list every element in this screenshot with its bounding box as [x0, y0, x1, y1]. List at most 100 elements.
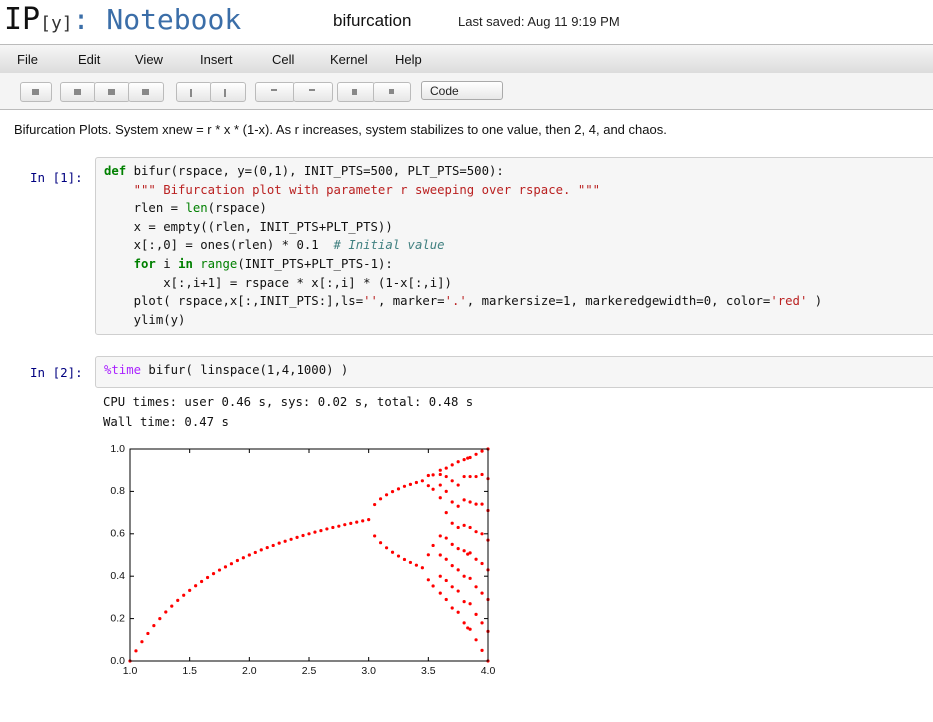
y-tick-label: 0.2 [110, 612, 125, 624]
point [373, 503, 376, 506]
point [474, 585, 477, 588]
code-cell[interactable]: %time bifur( linspace(1,4,1000) ) [95, 356, 933, 388]
code-token: , markersize=1, markeredgewidth=0, color… [467, 294, 771, 308]
point [236, 559, 239, 562]
point [480, 562, 483, 565]
menu-item[interactable]: Help [395, 52, 422, 67]
run-button[interactable] [337, 82, 375, 102]
point [474, 558, 477, 561]
point [474, 475, 477, 478]
point [457, 611, 460, 614]
prompt: In [1]: [30, 170, 83, 185]
point [480, 503, 483, 506]
x-tick-label: 1.5 [182, 665, 197, 677]
code-token: x[:,i+1] = rspace * x[:,i] * (1-x[:,i]) [104, 276, 452, 290]
y-tick-label: 0.4 [110, 570, 125, 582]
point [451, 463, 454, 466]
point [469, 456, 472, 459]
menu-item[interactable]: Edit [78, 52, 100, 67]
point [415, 564, 418, 567]
menu-item[interactable]: Cell [272, 52, 294, 67]
code-token: %time [104, 363, 141, 377]
menu-item[interactable]: View [135, 52, 163, 67]
code-token: # Initial value [334, 238, 445, 252]
point [432, 488, 435, 491]
code-line: rlen = len(rspace) [104, 199, 822, 218]
y-tick-label: 0.6 [110, 528, 125, 540]
code: %time bifur( linspace(1,4,1000) ) [104, 361, 348, 380]
code-token: '.' [445, 294, 467, 308]
point [451, 564, 454, 567]
point [212, 572, 215, 575]
last-saved: Last saved: Aug 11 9:19 PM [458, 14, 620, 29]
paste-button[interactable] [128, 82, 164, 102]
point [427, 474, 430, 477]
point [397, 554, 400, 557]
point [457, 547, 460, 550]
code-line: x[:,0] = ones(rlen) * 0.1 # Initial valu… [104, 236, 822, 255]
code-line: plot( rspace,x[:,INIT_PTS:],ls='', marke… [104, 292, 822, 311]
point [451, 585, 454, 588]
point [469, 628, 472, 631]
code-cell[interactable]: def bifur(rspace, y=(0,1), INIT_PTS=500,… [95, 157, 933, 335]
point [218, 568, 221, 571]
insert-above-button[interactable] [255, 82, 295, 102]
point [242, 556, 245, 559]
point [463, 458, 466, 461]
point [301, 534, 304, 537]
point [432, 584, 435, 587]
point [463, 549, 466, 552]
point [230, 562, 233, 565]
point [421, 479, 424, 482]
point [409, 561, 412, 564]
move-up-button[interactable] [176, 82, 212, 102]
point [319, 529, 322, 532]
code-token: range [200, 257, 237, 271]
cell-type-select[interactable]: Code [421, 81, 503, 100]
point [469, 475, 472, 478]
stop-button[interactable] [373, 82, 411, 102]
code-line: def bifur(rspace, y=(0,1), INIT_PTS=500,… [104, 162, 822, 181]
point [474, 638, 477, 641]
code-token: plot( rspace,x[:,INIT_PTS:],ls= [104, 294, 363, 308]
menu-item[interactable]: File [17, 52, 38, 67]
logo-text: IP [4, 2, 40, 37]
menu-item[interactable]: Insert [200, 52, 233, 67]
point [409, 483, 412, 486]
copy-button[interactable] [94, 82, 130, 102]
point [474, 453, 477, 456]
point [391, 490, 394, 493]
save-button[interactable] [20, 82, 52, 102]
point [474, 530, 477, 533]
point [432, 473, 435, 476]
point [415, 481, 418, 484]
move-down-button[interactable] [210, 82, 246, 102]
point [457, 589, 460, 592]
markdown-cell[interactable]: Bifurcation Plots. System xnew = r * x *… [14, 122, 667, 137]
point [463, 575, 466, 578]
cut-button[interactable] [60, 82, 96, 102]
point [469, 602, 472, 605]
point [474, 503, 477, 506]
insert-below-button[interactable] [293, 82, 333, 102]
code-line: """ Bifurcation plot with parameter r sw… [104, 181, 822, 200]
menubar: File Edit View Insert Cell Kernel Help [0, 44, 933, 74]
code-token: for [134, 257, 156, 271]
point [158, 617, 161, 620]
code-token [104, 257, 134, 271]
point [295, 536, 298, 539]
logo[interactable]: IP[y]: Notebook [4, 2, 241, 37]
point [457, 505, 460, 508]
notebook-name[interactable]: bifurcation [333, 11, 411, 31]
point [451, 479, 454, 482]
menu-item[interactable]: Kernel [330, 52, 368, 67]
point [439, 496, 442, 499]
point [463, 524, 466, 527]
point [146, 632, 149, 635]
point [445, 475, 448, 478]
notebook-page: IP[y]: Notebook bifurcation Last saved: … [0, 0, 933, 722]
point [451, 500, 454, 503]
code-token: , marker= [378, 294, 445, 308]
point [463, 498, 466, 501]
